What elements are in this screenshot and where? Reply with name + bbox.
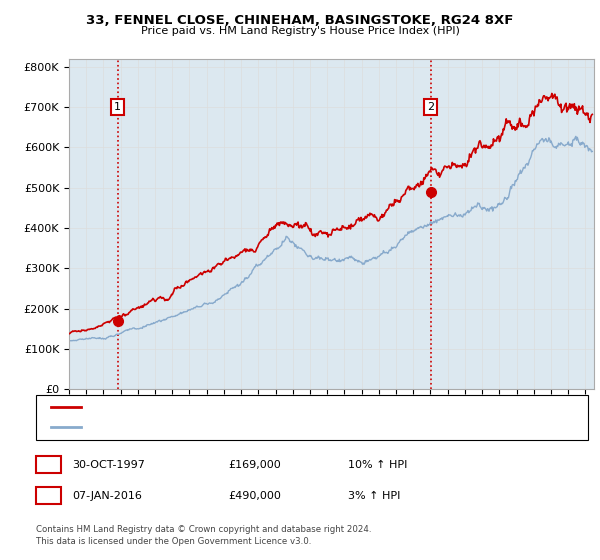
Text: 33, FENNEL CLOSE, CHINEHAM, BASINGSTOKE, RG24 8XF: 33, FENNEL CLOSE, CHINEHAM, BASINGSTOKE,…: [86, 14, 514, 27]
Text: HPI: Average price, detached house, Basingstoke and Deane: HPI: Average price, detached house, Basi…: [87, 422, 389, 432]
Text: 3% ↑ HPI: 3% ↑ HPI: [348, 491, 400, 501]
Text: £490,000: £490,000: [228, 491, 281, 501]
Text: 1: 1: [114, 102, 121, 112]
Text: 33, FENNEL CLOSE, CHINEHAM, BASINGSTOKE, RG24 8XF (detached house): 33, FENNEL CLOSE, CHINEHAM, BASINGSTOKE,…: [87, 402, 464, 412]
Text: Price paid vs. HM Land Registry's House Price Index (HPI): Price paid vs. HM Land Registry's House …: [140, 26, 460, 36]
Text: Contains HM Land Registry data © Crown copyright and database right 2024.
This d: Contains HM Land Registry data © Crown c…: [36, 525, 371, 546]
Text: 10% ↑ HPI: 10% ↑ HPI: [348, 460, 407, 470]
Text: 2: 2: [45, 489, 52, 502]
Text: 07-JAN-2016: 07-JAN-2016: [72, 491, 142, 501]
Text: £169,000: £169,000: [228, 460, 281, 470]
Text: 30-OCT-1997: 30-OCT-1997: [72, 460, 145, 470]
Text: 1: 1: [45, 458, 52, 472]
Text: 2: 2: [427, 102, 434, 112]
